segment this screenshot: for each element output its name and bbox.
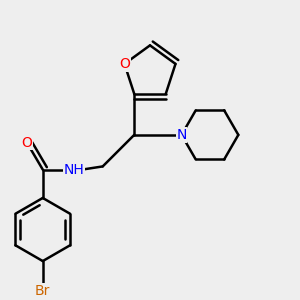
Text: N: N <box>176 128 187 142</box>
Text: O: O <box>119 57 130 71</box>
Text: Br: Br <box>35 284 50 298</box>
Text: NH: NH <box>64 163 85 177</box>
Text: O: O <box>22 136 32 150</box>
